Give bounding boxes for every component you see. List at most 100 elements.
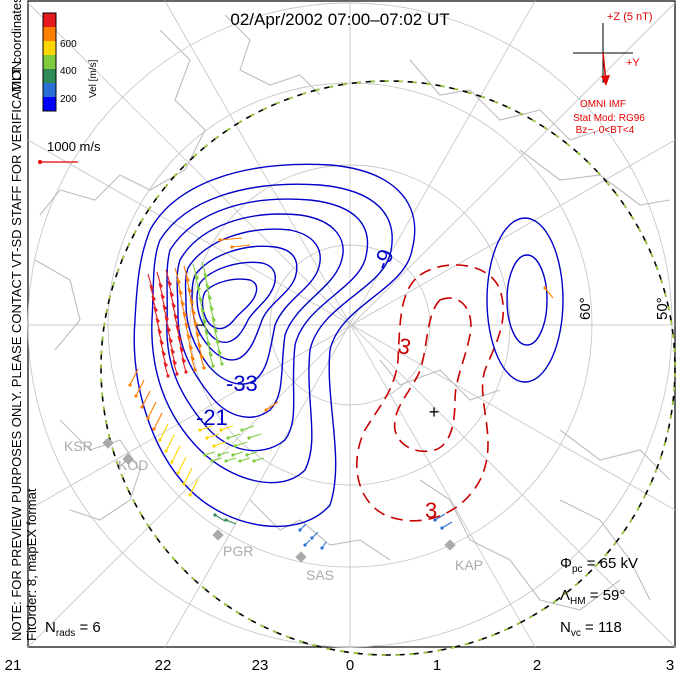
velocity-vector	[165, 269, 171, 285]
velocity-vector	[246, 451, 258, 456]
radar-marker-kap	[444, 539, 456, 551]
velocity-vector	[147, 401, 157, 419]
velocity-vector	[199, 353, 205, 369]
velocity-vector	[158, 282, 164, 298]
velocity-vector	[141, 390, 151, 408]
imf-stat-model: Stat Mod: RG96	[573, 113, 645, 124]
velocity-vector	[225, 519, 237, 525]
velocity-vector	[253, 457, 265, 462]
velocity-vector	[174, 267, 180, 283]
velocity-vector-origin	[146, 416, 150, 420]
colorbar-swatch	[43, 69, 56, 83]
velocity-vector	[177, 456, 187, 474]
velocity-vector-origin	[193, 368, 197, 372]
velocity-vector-origin	[210, 459, 214, 463]
velocity-vector	[211, 457, 223, 462]
velocity-vector	[215, 338, 221, 354]
contour-label-pos-2: 3	[425, 498, 437, 523]
preview-note: NOTE: FOR PREVIEW PURPOSES ONLY. PLEASE …	[9, 57, 24, 641]
velocity-vector	[188, 344, 194, 360]
colorbar-swatch	[43, 41, 56, 55]
velocity-vector	[200, 307, 206, 323]
velocity-vector-origin	[217, 453, 221, 457]
colorbar-tick-200: 200	[60, 94, 77, 105]
velocity-vector	[176, 278, 182, 294]
velocity-vector-origin	[140, 405, 144, 409]
velocity-vector-origin	[247, 436, 251, 440]
colorbar-tick-400: 400	[60, 66, 77, 77]
mlt-tick-2: 2	[533, 657, 541, 674]
velocity-vector	[185, 276, 191, 292]
velocity-vector	[153, 306, 159, 322]
mlt-tick-3: 3	[666, 657, 674, 674]
velocity-vector-origin	[182, 482, 186, 486]
velocity-vector	[239, 457, 251, 462]
colorbar-swatch	[43, 13, 56, 27]
velocity-vector	[241, 425, 255, 431]
velocity-vector	[191, 309, 197, 325]
radar-label-pgr: PGR	[223, 543, 253, 559]
velocity-vector	[187, 287, 193, 303]
velocity-vector	[204, 329, 210, 345]
velocity-vector	[206, 340, 212, 356]
velocity-vector	[181, 357, 187, 373]
velocity-vector	[232, 451, 244, 456]
imf-condition: Bz−, 0<BT<4	[576, 125, 635, 136]
colorbar-swatch	[43, 55, 56, 69]
velocity-vector	[183, 265, 189, 281]
velocity-vector	[198, 296, 204, 312]
hm-boundary-outline	[100, 80, 676, 656]
velocity-vector-origin	[166, 374, 170, 378]
velocity-vector	[189, 478, 199, 496]
latitude-label-60: 60°	[577, 297, 594, 320]
contour-label-pos-1: 3	[395, 333, 413, 360]
radar-marker-pgr	[212, 529, 224, 541]
velocity-vector	[434, 513, 446, 521]
velocity-vector	[204, 451, 216, 456]
velocity-vector	[206, 433, 220, 439]
velocity-vector	[178, 289, 184, 305]
contour-label-neg-1: -9	[368, 246, 398, 273]
velocity-vector-origin	[212, 444, 216, 448]
velocity-vector	[211, 316, 217, 332]
velocity-vector	[441, 521, 453, 529]
velocity-colorbar	[42, 12, 57, 112]
velocity-vector-origin	[440, 526, 444, 530]
velocity-vector	[209, 305, 215, 321]
velocity-vector	[234, 441, 248, 447]
vector-scale-origin	[38, 160, 42, 164]
radar-label-kod: KOD	[118, 457, 148, 473]
mlt-tick-21: 21	[5, 657, 22, 674]
velocity-vector-origin	[213, 513, 217, 517]
velocity-vector-origin	[205, 436, 209, 440]
velocity-vector	[183, 467, 193, 485]
fit-order-label: FitOrder: 8, mapEX format	[24, 488, 39, 641]
radar-label-sas: SAS	[306, 567, 334, 583]
velocity-vector-origin	[240, 428, 244, 432]
small-negative-cell	[486, 217, 564, 383]
velocity-vector	[166, 326, 172, 342]
positive-potential-cell	[356, 264, 505, 522]
velocity-vector	[184, 322, 190, 338]
velocity-vector	[155, 317, 161, 333]
velocity-vector-origin	[233, 444, 237, 448]
latitude-label-50: 50°	[654, 297, 671, 320]
mlt-tick-1: 1	[433, 657, 441, 674]
velocity-vector	[192, 263, 198, 279]
velocity-vector	[168, 337, 174, 353]
mlt-axis: 21 22 23 0 1 2 3	[5, 657, 675, 674]
velocity-vector	[164, 315, 170, 331]
velocity-vector	[265, 401, 279, 411]
velocity-vector	[153, 412, 163, 430]
velocity-vector	[165, 434, 175, 452]
velocity-vector	[175, 324, 181, 340]
colorbar-tick-600: 600	[60, 39, 77, 50]
velocity-vector-origin	[134, 394, 138, 398]
velocity-vector-origin	[231, 453, 235, 457]
velocity-vector-origin	[211, 364, 215, 368]
velocity-vector	[129, 368, 139, 386]
velocity-vector-origin	[224, 518, 228, 522]
radar-marker-sas	[295, 551, 307, 563]
velocity-vector-origin	[175, 372, 179, 376]
